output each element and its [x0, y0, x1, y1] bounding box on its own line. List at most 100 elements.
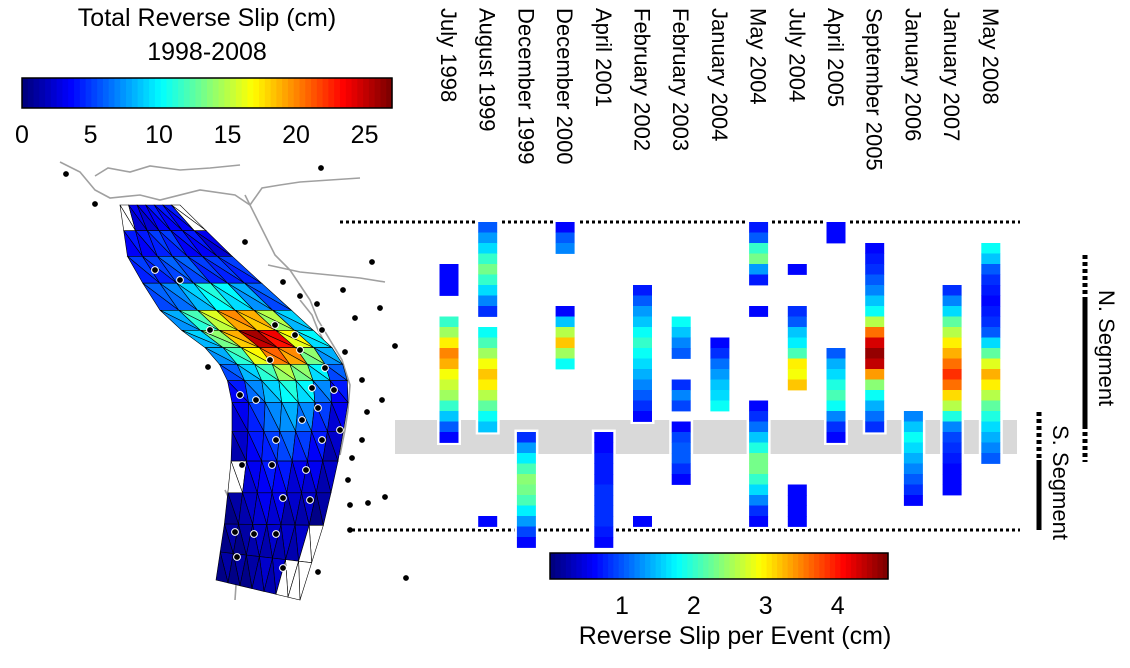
map-colorbar-swatch: [114, 78, 121, 108]
event-cell: [478, 222, 498, 233]
event-cell: [594, 432, 614, 443]
event-cell: [981, 243, 1001, 254]
gps-station-dot: [176, 276, 184, 284]
event-colorbar-swatch: [724, 553, 731, 579]
event-cell: [981, 316, 1001, 328]
event-cell: [710, 400, 730, 412]
event-cell: [787, 379, 807, 391]
event-cell: [478, 369, 498, 380]
event-cell: [594, 453, 614, 464]
event-cell: [594, 516, 614, 527]
event-cell: [710, 348, 730, 359]
event-cell: [865, 337, 885, 349]
gps-station-dot: [62, 170, 70, 178]
gps-station-dot: [268, 461, 276, 469]
event-cell: [478, 400, 498, 412]
map-colorbar-tick-label: 20: [282, 121, 310, 149]
map-colorbar-swatch: [282, 78, 289, 108]
slip-cell: [298, 560, 313, 601]
event-cell: [826, 369, 846, 380]
event-cell: [671, 474, 691, 485]
event-cell: [981, 253, 1001, 265]
map-colorbar-swatch: [363, 78, 370, 108]
event-cell: [516, 442, 536, 454]
event-colorbar-swatch: [671, 553, 678, 579]
s-segment-label: S. Segment: [1048, 425, 1073, 540]
map-colorbar-swatch: [311, 78, 318, 108]
gps-station-dot: [231, 528, 239, 536]
event-cell: [981, 421, 1001, 433]
gps-station-dot: [364, 499, 372, 507]
map-colorbar-tick-label: 0: [15, 121, 29, 149]
gps-station-dot: [91, 200, 99, 208]
event-label: May 2008: [978, 8, 1003, 105]
event-cell: [594, 463, 614, 475]
event-cell: [942, 453, 962, 464]
event-cell: [865, 274, 885, 286]
event-colorbar-swatch: [618, 553, 625, 579]
event-cell: [633, 400, 652, 412]
event-cell: [710, 379, 730, 391]
event-cell: [826, 348, 846, 359]
event-colorbar-swatch: [676, 553, 683, 579]
map-colorbar-swatch: [160, 78, 168, 108]
event-colorbar-swatch: [608, 553, 614, 579]
event-cell: [942, 358, 962, 370]
event-cell: [555, 337, 575, 349]
gps-station-dot: [233, 553, 241, 561]
map-colorbar-swatch: [351, 78, 358, 108]
map-colorbar-swatch: [345, 78, 353, 108]
event-cell: [981, 390, 1001, 401]
event-cell: [555, 232, 575, 244]
event-colorbar-swatch: [576, 553, 583, 579]
map-colorbar-swatch: [137, 78, 145, 108]
event-cell: [478, 306, 498, 317]
event-cell: [865, 243, 885, 254]
event-cell: [865, 295, 885, 307]
event-cell: [478, 243, 498, 254]
slip-cell: [287, 561, 301, 601]
event-cell: [671, 463, 691, 475]
event-colorbar-swatch: [597, 553, 604, 579]
event-cell: [826, 232, 846, 244]
event-colorbar-swatch: [851, 553, 857, 579]
coastline-segment: [244, 194, 351, 456]
event-cell: [903, 474, 923, 485]
event-cell: [594, 495, 614, 506]
event-colorbar-swatch: [623, 553, 630, 579]
event-cell: [671, 400, 691, 412]
event-cell: [478, 232, 498, 244]
event-colorbar-swatch: [755, 553, 762, 579]
event-cell: [749, 243, 769, 254]
gps-station-dot: [344, 476, 352, 484]
event-cell: [942, 484, 962, 496]
event-colorbar-label: Reverse Slip per Event (cm): [579, 622, 892, 650]
event-colorbar-swatch: [819, 553, 826, 579]
event-cell: [749, 400, 769, 412]
event-cell: [516, 505, 536, 517]
event-cell: [981, 348, 1001, 359]
event-cell: [787, 264, 807, 275]
map-colorbar-swatch: [328, 78, 335, 108]
event-colorbar-swatch: [602, 553, 609, 579]
gps-station-dot: [317, 164, 325, 172]
event-colorbar-swatch: [861, 553, 868, 579]
event-cell: [516, 526, 536, 538]
event-colorbar-frame: [549, 552, 889, 580]
event-cell: [749, 411, 769, 422]
event-cell: [749, 495, 769, 506]
map-colorbar: [21, 77, 393, 109]
event-cell: [787, 369, 807, 380]
event-cell: [633, 411, 652, 422]
event-cell: [439, 327, 459, 338]
map-colorbar-swatch: [79, 78, 87, 108]
coastline-segment: [59, 161, 361, 207]
event-cell: [749, 442, 769, 454]
gps-station-dot: [279, 564, 287, 572]
event-cell: [439, 411, 459, 422]
event-cell: [942, 379, 962, 391]
event-cell: [749, 253, 769, 265]
gps-station-dot: [306, 496, 314, 504]
map-colorbar-swatch: [56, 78, 64, 108]
event-cell: [787, 306, 807, 317]
